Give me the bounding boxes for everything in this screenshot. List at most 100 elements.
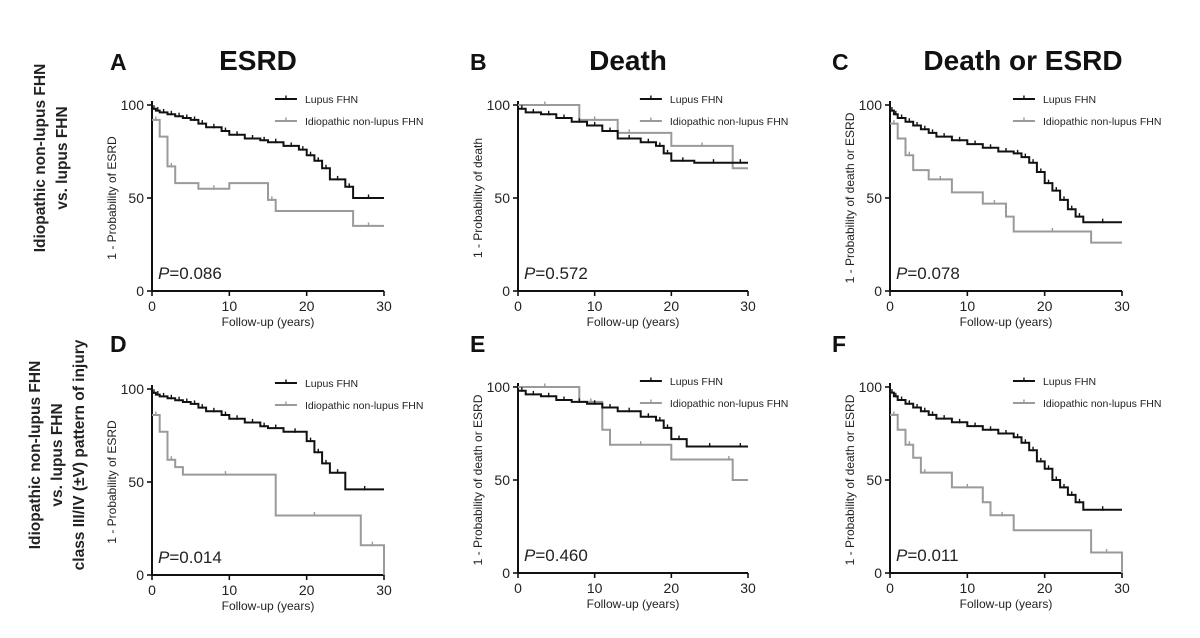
lupus-curve <box>518 389 748 448</box>
y-axis-title: 1 - Probability of death <box>471 138 485 258</box>
p-value-number: =0.572 <box>535 264 587 283</box>
row-label-line: class III/IV (±V) pattern of injury <box>71 339 88 570</box>
panel-letter: C <box>832 49 849 75</box>
p-value-number: =0.014 <box>169 548 221 567</box>
panel-title: Death or ESRD <box>923 45 1122 76</box>
y-tick-label: 0 <box>502 283 510 299</box>
x-axis-title: Follow-up (years) <box>222 315 315 329</box>
lupus-curve <box>890 391 1122 511</box>
x-tick-label: 0 <box>886 298 894 314</box>
x-tick-label: 0 <box>514 298 522 314</box>
p-value: P=0.011 <box>896 546 959 565</box>
panel-title: ESRD <box>219 45 297 76</box>
y-axis-title: 1 - Probability of ESRD <box>105 136 119 260</box>
y-tick-label: 50 <box>494 190 510 206</box>
panel-c: C Death or ESRD 0 50 100 0 10 20 30 Follow-up (ye… <box>832 45 1161 329</box>
x-tick-label: 30 <box>376 298 392 314</box>
p-value-symbol: P <box>524 546 536 565</box>
lupus-curve <box>152 107 384 199</box>
p-value-symbol: P <box>158 264 170 283</box>
y-tick-label: 0 <box>874 283 882 299</box>
legend-label-idiopathic: Idiopathic non-lupus FHN <box>670 398 788 410</box>
x-tick-label: 30 <box>740 580 756 596</box>
y-tick-label: 100 <box>859 97 883 113</box>
p-value: P=0.078 <box>896 264 960 283</box>
legend-label-idiopathic: Idiopathic non-lupus FHN <box>1043 398 1161 410</box>
y-tick-label: 100 <box>121 97 145 113</box>
legend-label-idiopathic: Idiopathic non-lupus FHN <box>670 116 788 128</box>
x-tick-label: 30 <box>1114 580 1130 596</box>
row-label-2: Idiopathic non-lupus FHN vs. lupus FHN cla… <box>27 339 88 570</box>
x-tick-label: 10 <box>222 298 238 314</box>
panel-a: A ESRD 0 50 100 0 10 20 30 Follow-up (years) 1 - P… <box>105 45 423 329</box>
p-value-number: =0.011 <box>907 546 958 565</box>
y-tick-label: 0 <box>136 283 144 299</box>
p-value: P=0.460 <box>524 546 588 565</box>
x-tick-label: 10 <box>587 580 603 596</box>
x-axis-title: Follow-up (years) <box>960 597 1053 611</box>
panel-letter: F <box>832 331 846 357</box>
panel-title: Death <box>589 45 667 76</box>
x-tick-label: 0 <box>148 582 156 598</box>
panel-letter: D <box>110 331 127 357</box>
idiopathic-curve <box>152 118 384 227</box>
lupus-curve <box>890 109 1122 224</box>
p-value-symbol: P <box>896 546 908 565</box>
x-axis-title: Follow-up (years) <box>960 315 1053 329</box>
p-value-number: =0.086 <box>169 264 221 283</box>
x-tick-label: 30 <box>740 298 756 314</box>
panel-d: D 0 50 100 0 10 20 30 Follow-up (years) 1 - Proba… <box>105 331 423 613</box>
panel-letter: B <box>470 49 487 75</box>
row-label-line: Idiopathic non-lupus FHN <box>27 361 44 550</box>
panel-f: F 0 50 100 0 10 20 30 Follow-up (years) 1 - Proba… <box>832 331 1161 611</box>
y-axis-title: 1 - Probability of death or ESRD <box>843 394 857 565</box>
y-tick-label: 100 <box>487 379 511 395</box>
x-tick-label: 0 <box>886 580 894 596</box>
legend-label-idiopathic: Idiopathic non-lupus FHN <box>1043 116 1161 128</box>
legend-label-lupus: Lupus FHN <box>305 378 358 390</box>
p-value-symbol: P <box>158 548 170 567</box>
row-label-line: Idiopathic non-lupus FHN <box>32 64 49 253</box>
row-label-1: Idiopathic non-lupus FHN vs. lupus FHN <box>32 64 71 253</box>
row-labels: Idiopathic non-lupus FHN vs. lupus FHNIdi… <box>27 64 88 571</box>
p-value-symbol: P <box>896 264 908 283</box>
row-label-line: vs. lupus FHN <box>49 403 66 506</box>
y-axis-title: 1 - Probability of ESRD <box>105 420 119 544</box>
x-tick-label: 20 <box>664 298 680 314</box>
x-axis-title: Follow-up (years) <box>587 597 680 611</box>
legend-label-idiopathic: Idiopathic non-lupus FHN <box>305 116 423 128</box>
x-tick-label: 20 <box>1037 580 1053 596</box>
legend-label-lupus: Lupus FHN <box>305 94 358 106</box>
x-tick-label: 10 <box>222 582 238 598</box>
x-tick-label: 10 <box>960 298 976 314</box>
x-tick-label: 20 <box>299 582 315 598</box>
p-value-symbol: P <box>524 264 536 283</box>
legend-label-lupus: Lupus FHN <box>670 94 723 106</box>
y-tick-label: 0 <box>136 567 144 583</box>
panel-letter: A <box>110 49 127 75</box>
panel-letter: E <box>470 331 485 357</box>
y-tick-label: 100 <box>859 379 883 395</box>
p-value: P=0.572 <box>524 264 588 283</box>
x-axis-title: Follow-up (years) <box>587 315 680 329</box>
legend-label-lupus: Lupus FHN <box>1043 94 1096 106</box>
p-value-number: =0.460 <box>535 546 587 565</box>
y-tick-label: 50 <box>128 190 144 206</box>
legend-label-lupus: Lupus FHN <box>1043 376 1096 388</box>
idiopathic-curve <box>152 414 385 575</box>
y-tick-label: 50 <box>866 472 882 488</box>
y-tick-label: 50 <box>128 474 144 490</box>
y-tick-label: 100 <box>487 97 511 113</box>
row-label-line: vs. lupus FHN <box>54 106 71 209</box>
idiopathic-curve <box>518 386 748 481</box>
y-axis-title: 1 - Probability of death or ESRD <box>471 394 485 565</box>
x-tick-label: 30 <box>1114 298 1130 314</box>
panel-b: B Death 0 50 100 0 10 20 30 Follow-up (years) 1 - … <box>470 45 788 329</box>
x-tick-label: 20 <box>299 298 315 314</box>
legend-label-idiopathic: Idiopathic non-lupus FHN <box>305 400 423 412</box>
y-tick-label: 0 <box>874 565 882 581</box>
idiopathic-curve <box>890 413 1123 573</box>
y-tick-label: 50 <box>494 472 510 488</box>
